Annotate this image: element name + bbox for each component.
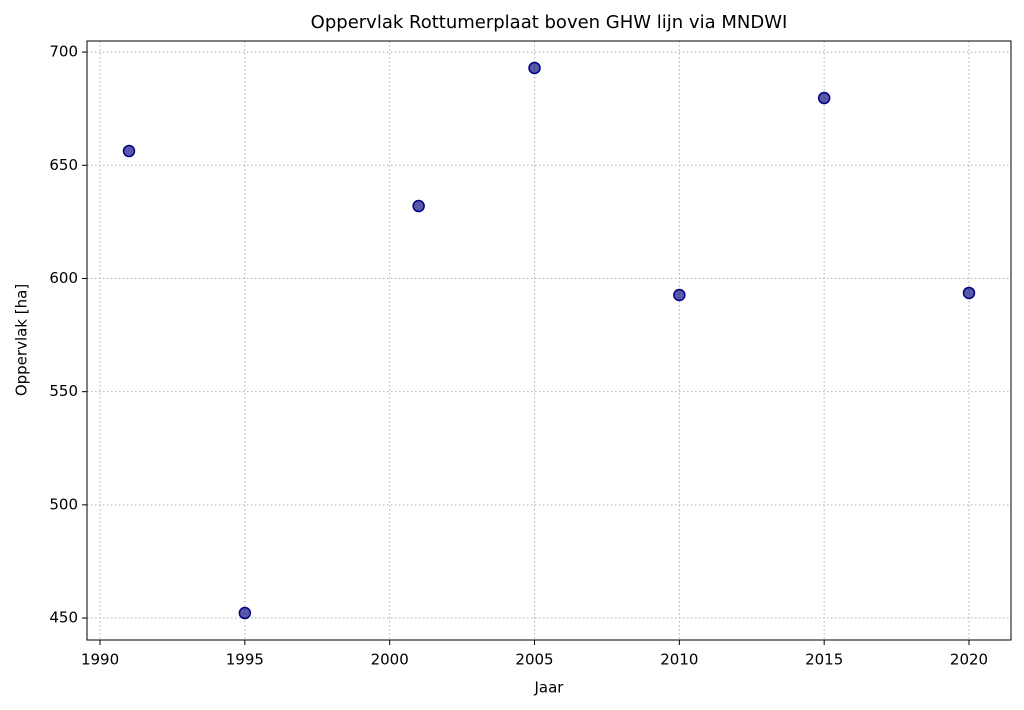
point [122, 144, 136, 158]
x-tick-label: 1990 [81, 651, 119, 669]
x-tick-label: 2000 [371, 651, 409, 669]
point [962, 286, 976, 300]
y-axis-label: Oppervlak [ha] [13, 284, 31, 396]
y-tick-label: 450 [49, 609, 78, 627]
point [238, 606, 252, 620]
point [412, 199, 425, 213]
x-tick-label: 2010 [660, 651, 698, 669]
x-tick-label: 2020 [950, 651, 988, 669]
point [817, 91, 831, 105]
y-tick-label: 650 [49, 156, 78, 174]
x-tick-label: 2015 [805, 651, 843, 669]
y-tick-label: 600 [49, 269, 78, 287]
x-axis-label: Jaar [534, 679, 565, 697]
y-tick-label: 500 [49, 495, 78, 513]
point [528, 61, 541, 75]
y-tick-label: 700 [49, 43, 78, 61]
x-tick-label: 1995 [226, 651, 264, 669]
y-tick-label: 550 [49, 382, 78, 400]
point [673, 288, 686, 302]
x-tick-label: 2005 [515, 651, 553, 669]
plot-frame [86, 40, 1012, 641]
chart-title: Oppervlak Rottumerplaat boven GHW lijn v… [311, 12, 788, 33]
